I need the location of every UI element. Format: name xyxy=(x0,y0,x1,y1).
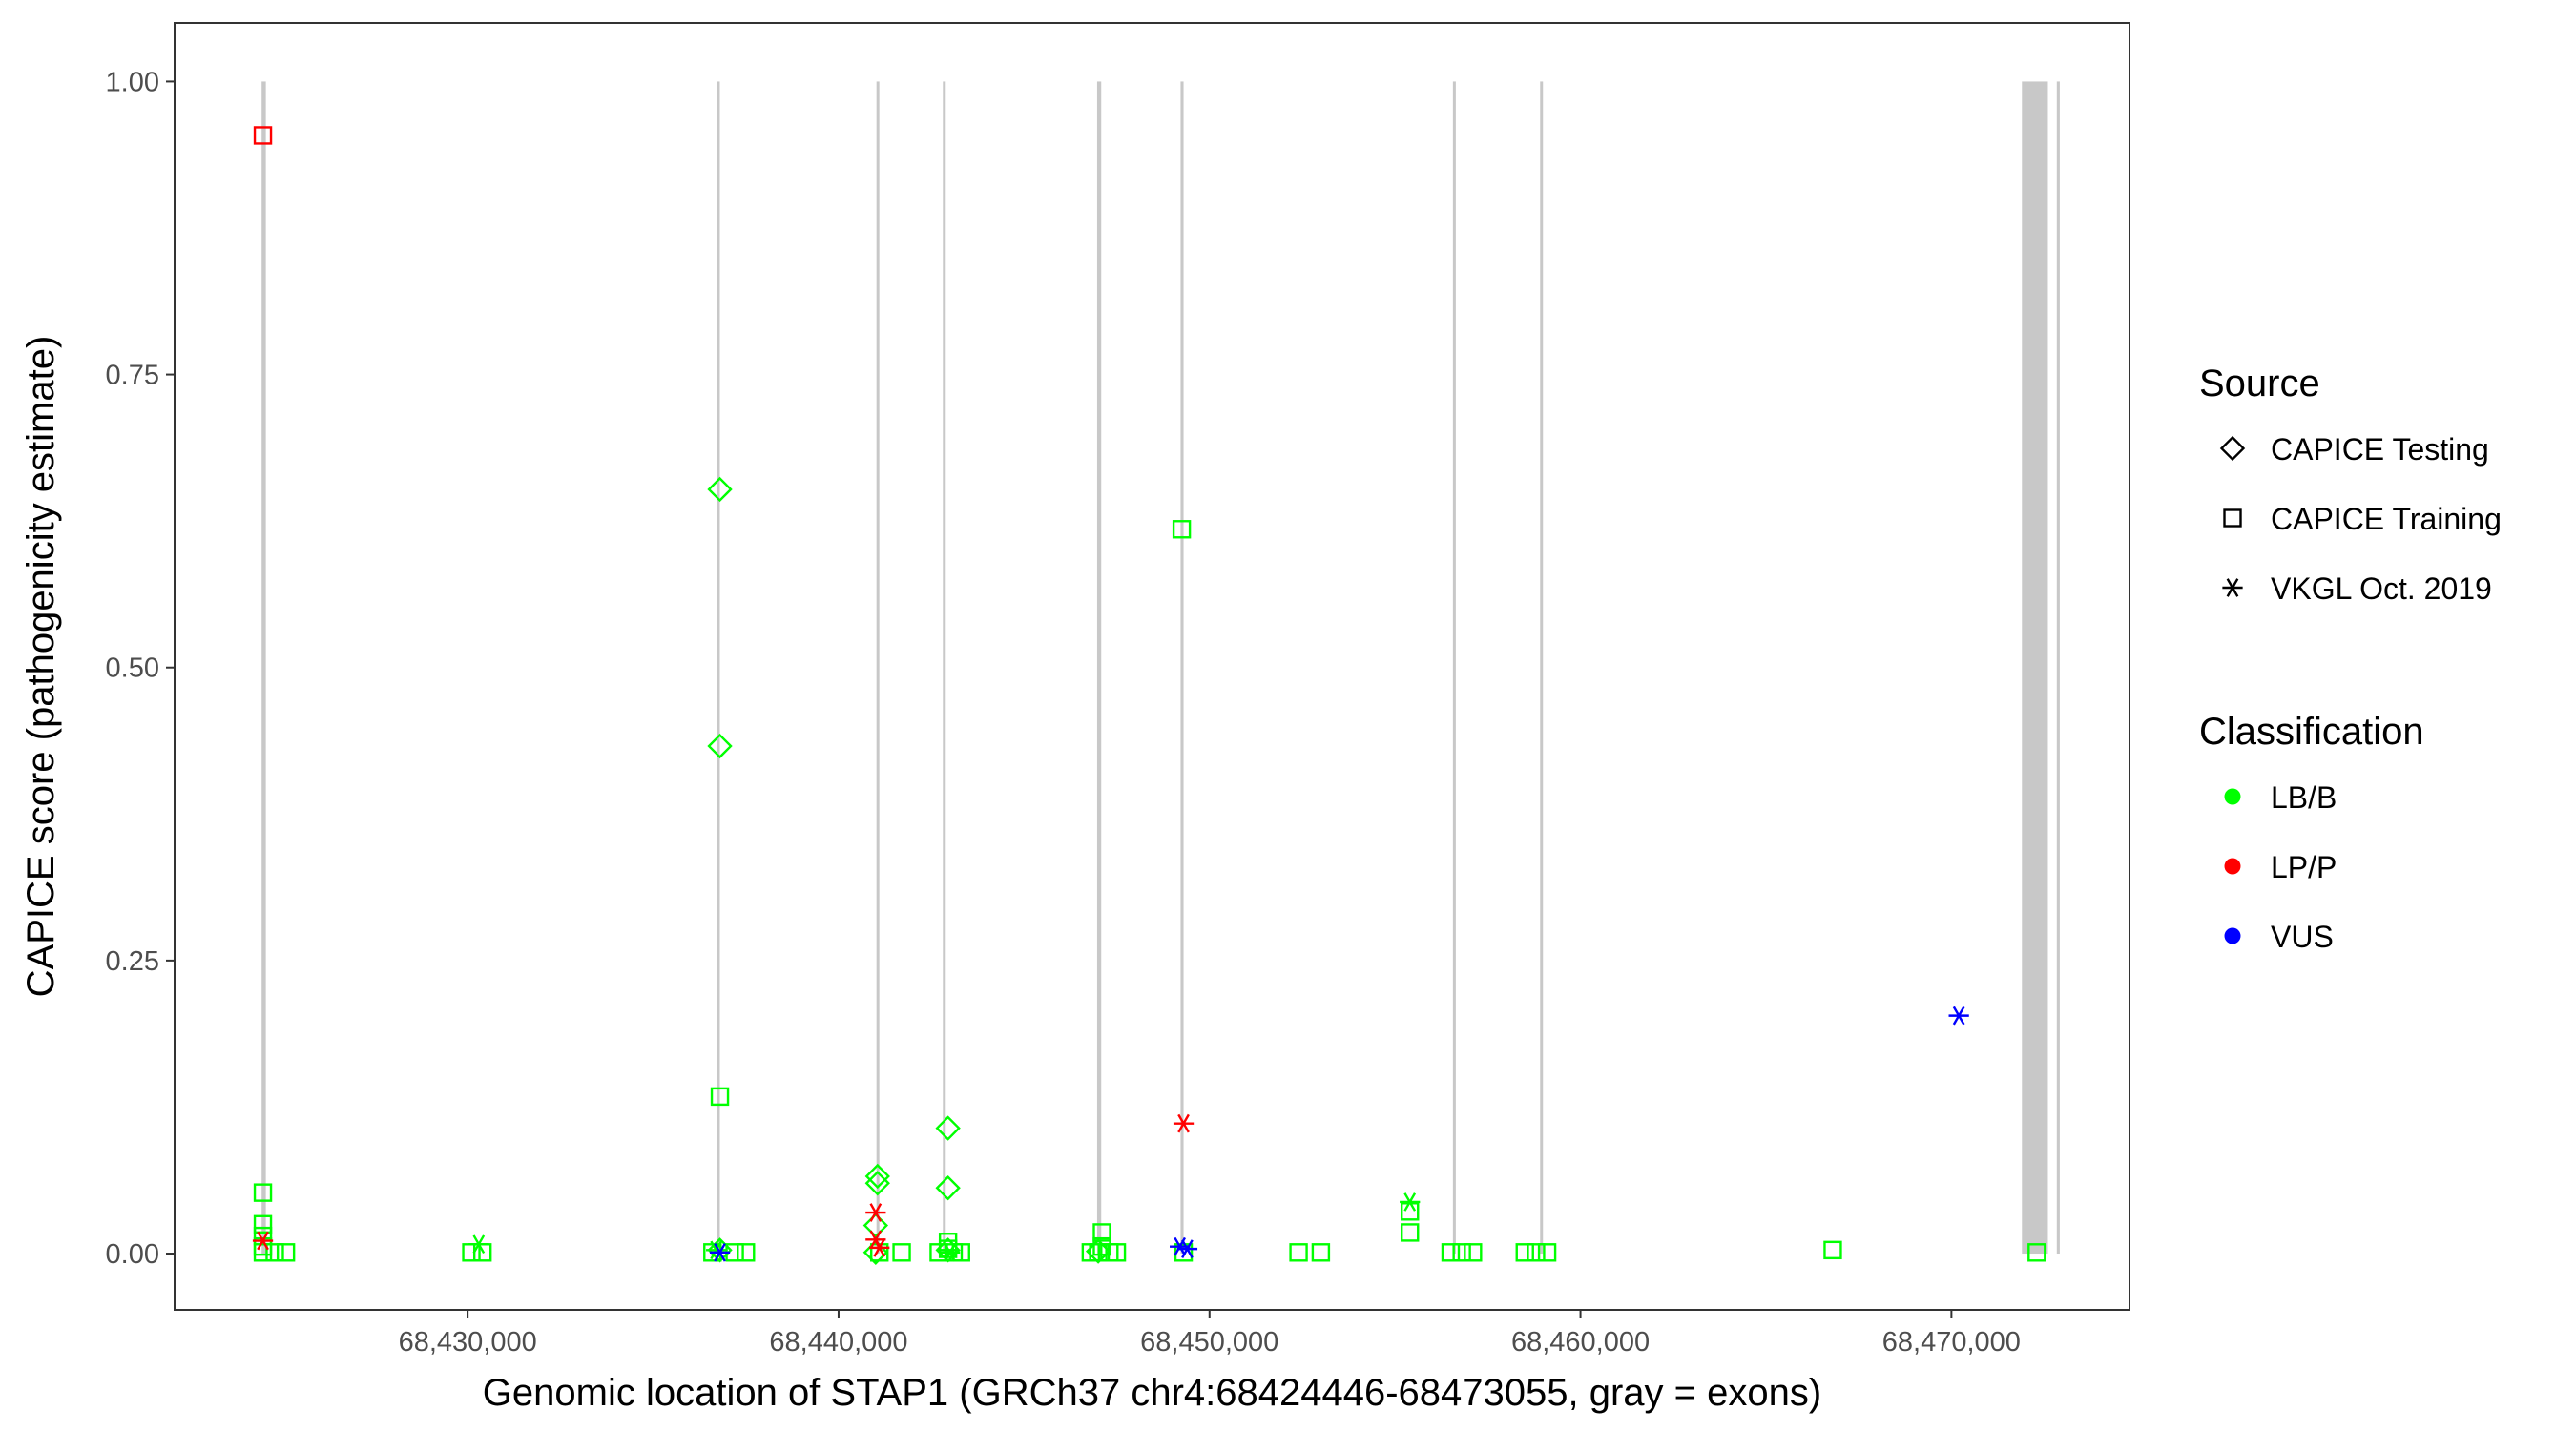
legend-key-dot xyxy=(2224,858,2241,875)
exon-band-7 xyxy=(1452,81,1456,1255)
data-point xyxy=(253,1183,273,1202)
exon-band-4 xyxy=(943,81,946,1255)
exon-band-5 xyxy=(1096,81,1102,1255)
legend-classification-label: VUS xyxy=(2271,920,2334,954)
x-tick-label: 68,430,000 xyxy=(399,1327,537,1358)
data-points xyxy=(252,126,2046,1265)
data-point xyxy=(1823,1240,1842,1260)
legend-classification-label: LB/B xyxy=(2271,780,2337,815)
exon-bands xyxy=(261,81,2060,1255)
x-axis-title: Genomic location of STAP1 (GRCh37 chr4:6… xyxy=(483,1372,1821,1414)
data-point xyxy=(864,1171,890,1196)
x-axis: 68,430,000 68,440,000 68,450,000 68,460,000… xyxy=(399,1310,2021,1358)
data-point xyxy=(253,1214,273,1234)
data-point xyxy=(1401,1202,1420,1221)
legend-source-label: CAPICE Training xyxy=(2271,502,2502,536)
legend-source-title: Source xyxy=(2199,363,2320,404)
exon-band-2 xyxy=(717,81,720,1255)
y-tick-label: 0.75 xyxy=(106,361,159,391)
y-tick-label: 0.25 xyxy=(106,946,159,977)
legend-source-label: CAPICE Testing xyxy=(2271,432,2489,467)
data-point xyxy=(1464,1243,1483,1262)
data-point xyxy=(706,1240,727,1260)
y-axis-title: CAPICE score (pathogenicity estimate) xyxy=(20,336,62,998)
data-point xyxy=(1401,1223,1420,1242)
exon-band-8 xyxy=(1540,81,1544,1255)
data-point xyxy=(737,1243,756,1262)
legend-classification-title: Classification xyxy=(2199,711,2424,753)
data-point xyxy=(1452,1243,1471,1262)
data-point xyxy=(1948,1006,1969,1026)
legend-key-square xyxy=(2223,508,2242,528)
y-tick-label: 0.50 xyxy=(106,653,159,684)
y-axis: 0.00 0.25 0.50 0.75 1.00 xyxy=(106,67,175,1270)
legend-key-asterisk xyxy=(2222,578,2243,597)
data-point xyxy=(1176,1239,1198,1258)
x-tick-label: 68,470,000 xyxy=(1882,1327,2021,1358)
legend-classification-label: LP/P xyxy=(2271,850,2337,884)
y-tick-label: 0.00 xyxy=(106,1239,159,1270)
exon-band-3 xyxy=(876,81,880,1255)
data-point xyxy=(1085,1238,1111,1264)
data-point xyxy=(935,1237,961,1263)
exon-band-6 xyxy=(1180,81,1184,1255)
data-point xyxy=(1400,1192,1421,1212)
data-point xyxy=(709,1242,731,1262)
data-point xyxy=(865,1203,886,1222)
data-point xyxy=(939,1242,961,1262)
data-point xyxy=(707,1237,733,1263)
data-point xyxy=(265,1243,284,1262)
data-point xyxy=(1172,520,1192,539)
data-point xyxy=(710,1087,730,1107)
data-point xyxy=(1527,1243,1546,1262)
legend-key-dot xyxy=(2224,927,2241,944)
legend-key-diamond xyxy=(2219,435,2246,462)
data-point xyxy=(864,1163,890,1190)
data-point xyxy=(707,733,733,759)
data-point xyxy=(1537,1243,1557,1262)
x-tick-label: 68,450,000 xyxy=(1140,1327,1278,1358)
data-point xyxy=(253,1243,273,1262)
exon-band-1 xyxy=(261,81,266,1255)
exon-band-9 xyxy=(2022,81,2048,1255)
data-point xyxy=(1515,1243,1534,1262)
plot-panel-border xyxy=(174,22,2130,1311)
data-point xyxy=(1173,1113,1195,1133)
x-tick-label: 68,440,000 xyxy=(769,1327,907,1358)
data-point xyxy=(1089,1243,1108,1262)
legend-source-label: VKGL Oct. 2019 xyxy=(2271,571,2492,606)
data-point xyxy=(935,1175,961,1201)
x-tick-label: 68,460,000 xyxy=(1511,1327,1650,1358)
data-point xyxy=(707,476,733,503)
y-tick-label: 1.00 xyxy=(106,67,159,97)
data-point xyxy=(935,1115,961,1141)
data-point xyxy=(869,1238,890,1257)
data-point xyxy=(1289,1243,1308,1262)
data-point xyxy=(892,1243,911,1262)
data-point xyxy=(1311,1243,1331,1262)
legend-key-dot xyxy=(2224,788,2241,805)
data-point xyxy=(1441,1243,1461,1262)
legend: Source Classification CAPICE Testing CAPI… xyxy=(2199,363,2502,954)
data-point xyxy=(252,1231,274,1251)
data-point xyxy=(862,1213,889,1238)
data-point xyxy=(1092,1223,1111,1242)
exon-band-10 xyxy=(2056,81,2060,1255)
data-point xyxy=(468,1234,489,1255)
data-point xyxy=(2027,1243,2046,1262)
data-point xyxy=(276,1243,296,1262)
data-point xyxy=(253,126,273,145)
